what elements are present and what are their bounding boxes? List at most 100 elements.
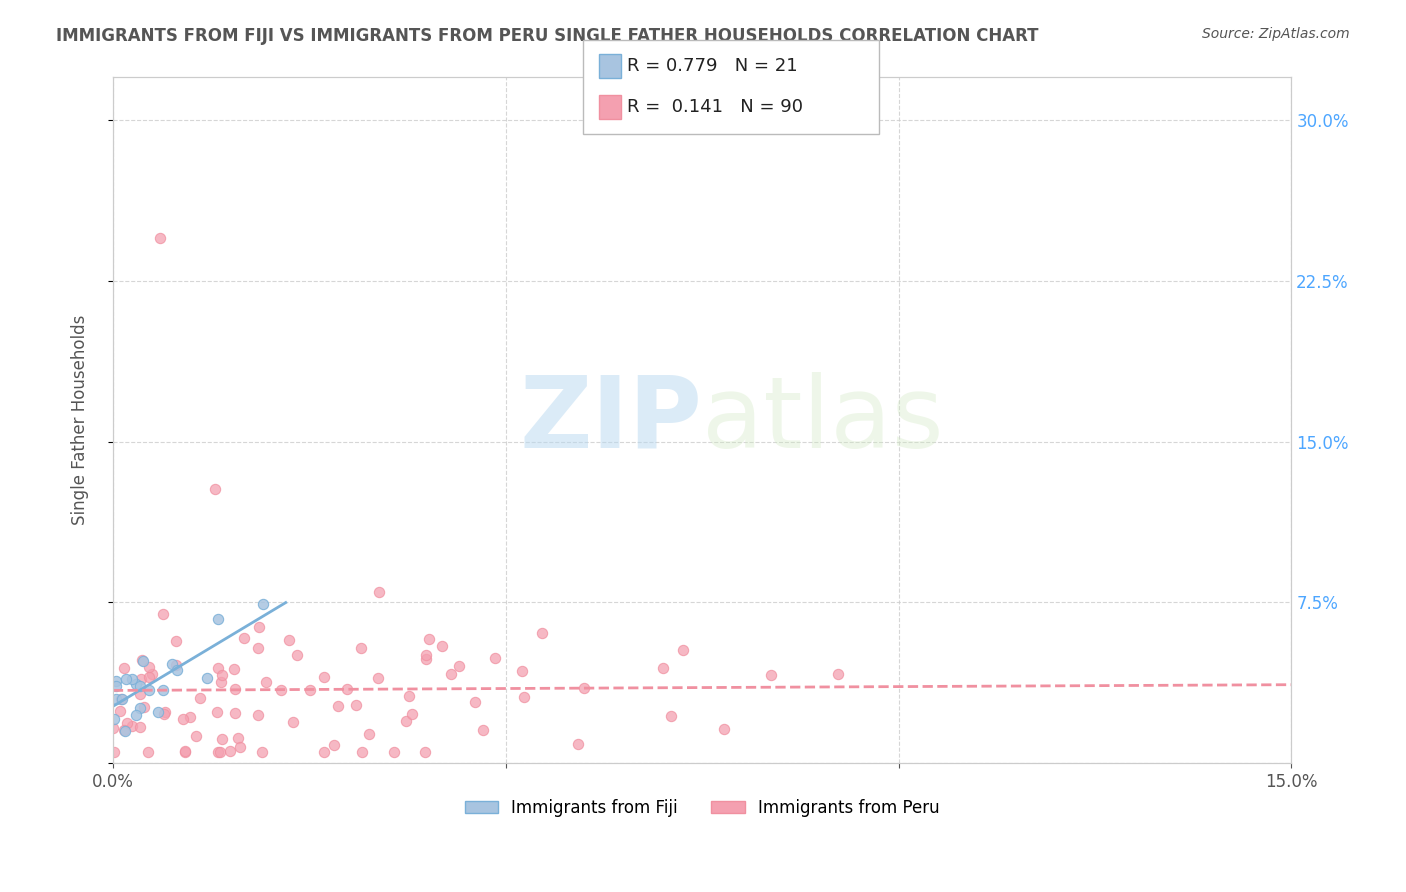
Text: atlas: atlas — [702, 372, 943, 469]
Point — [232, 631, 254, 645]
Text: ZIP: ZIP — [519, 372, 702, 469]
Point — [115, 715, 138, 730]
Point — [572, 681, 595, 695]
Point — [195, 671, 218, 685]
Point — [827, 667, 849, 681]
Text: Source: ZipAtlas.com: Source: ZipAtlas.com — [1202, 27, 1350, 41]
Point — [165, 657, 187, 672]
Point — [352, 746, 374, 760]
Point — [153, 706, 176, 721]
Point — [228, 740, 250, 755]
Point — [138, 670, 160, 684]
Point — [207, 705, 229, 719]
Point — [165, 633, 187, 648]
Point — [104, 679, 127, 693]
Point — [103, 712, 125, 726]
Text: R = 0.779   N = 21: R = 0.779 N = 21 — [627, 57, 797, 75]
Point — [254, 675, 277, 690]
Point — [121, 718, 143, 732]
Point — [146, 706, 169, 720]
Point — [246, 707, 269, 722]
Point — [350, 640, 373, 655]
Point — [125, 707, 148, 722]
Point — [281, 714, 304, 729]
Point — [115, 672, 138, 686]
Point — [188, 691, 211, 706]
Point — [270, 683, 292, 698]
Point — [672, 643, 695, 657]
Point — [174, 746, 197, 760]
Point — [129, 679, 152, 693]
Point — [398, 689, 420, 703]
Point — [138, 683, 160, 698]
Point — [141, 667, 163, 681]
Point — [204, 482, 226, 496]
Point — [104, 673, 127, 688]
Point — [224, 706, 246, 721]
Point — [211, 732, 233, 747]
Point — [415, 746, 437, 760]
Point — [103, 746, 125, 760]
Point — [512, 664, 534, 678]
Point — [322, 738, 344, 752]
Point — [131, 653, 153, 667]
Point — [211, 668, 233, 682]
Point — [218, 744, 240, 758]
Point — [344, 698, 367, 712]
Point — [328, 699, 350, 714]
Point — [124, 677, 146, 691]
Point — [162, 657, 184, 672]
Point — [128, 687, 150, 701]
Y-axis label: Single Father Households: Single Father Households — [72, 315, 89, 525]
Point — [110, 691, 132, 706]
Point — [208, 746, 231, 760]
Point — [285, 648, 308, 663]
Point — [224, 662, 246, 676]
Point — [713, 722, 735, 736]
Point — [247, 640, 270, 655]
Point — [367, 672, 389, 686]
Point — [401, 707, 423, 722]
Point — [382, 746, 405, 760]
Point — [129, 672, 152, 686]
Point — [174, 743, 197, 757]
Point — [207, 746, 229, 760]
Point — [132, 654, 155, 668]
Point — [336, 681, 359, 696]
Point — [129, 700, 152, 714]
Point — [484, 651, 506, 665]
Point — [299, 683, 322, 698]
Point — [149, 231, 172, 245]
Point — [530, 626, 553, 640]
Legend: Immigrants from Fiji, Immigrants from Peru: Immigrants from Fiji, Immigrants from Pe… — [458, 792, 946, 823]
Point — [179, 710, 201, 724]
Point — [112, 661, 135, 675]
Point — [464, 695, 486, 709]
Point — [108, 704, 131, 718]
Point — [314, 746, 336, 760]
Point — [114, 724, 136, 739]
Point — [278, 633, 301, 648]
Point — [312, 670, 335, 684]
Point — [112, 723, 135, 737]
Point — [138, 659, 160, 673]
Point — [224, 681, 246, 696]
Point — [111, 691, 134, 706]
Point — [101, 721, 124, 735]
Point — [129, 720, 152, 734]
Point — [759, 668, 782, 682]
Point — [440, 666, 463, 681]
Point — [152, 607, 174, 621]
Point — [415, 648, 437, 663]
Point — [651, 661, 673, 675]
Point — [367, 585, 389, 599]
Point — [415, 652, 437, 666]
Point — [104, 691, 127, 706]
Point — [207, 612, 229, 626]
Point — [209, 675, 232, 690]
Point — [132, 700, 155, 714]
Point — [661, 708, 683, 723]
Point — [138, 745, 160, 759]
Point — [252, 597, 274, 611]
Point — [449, 658, 471, 673]
